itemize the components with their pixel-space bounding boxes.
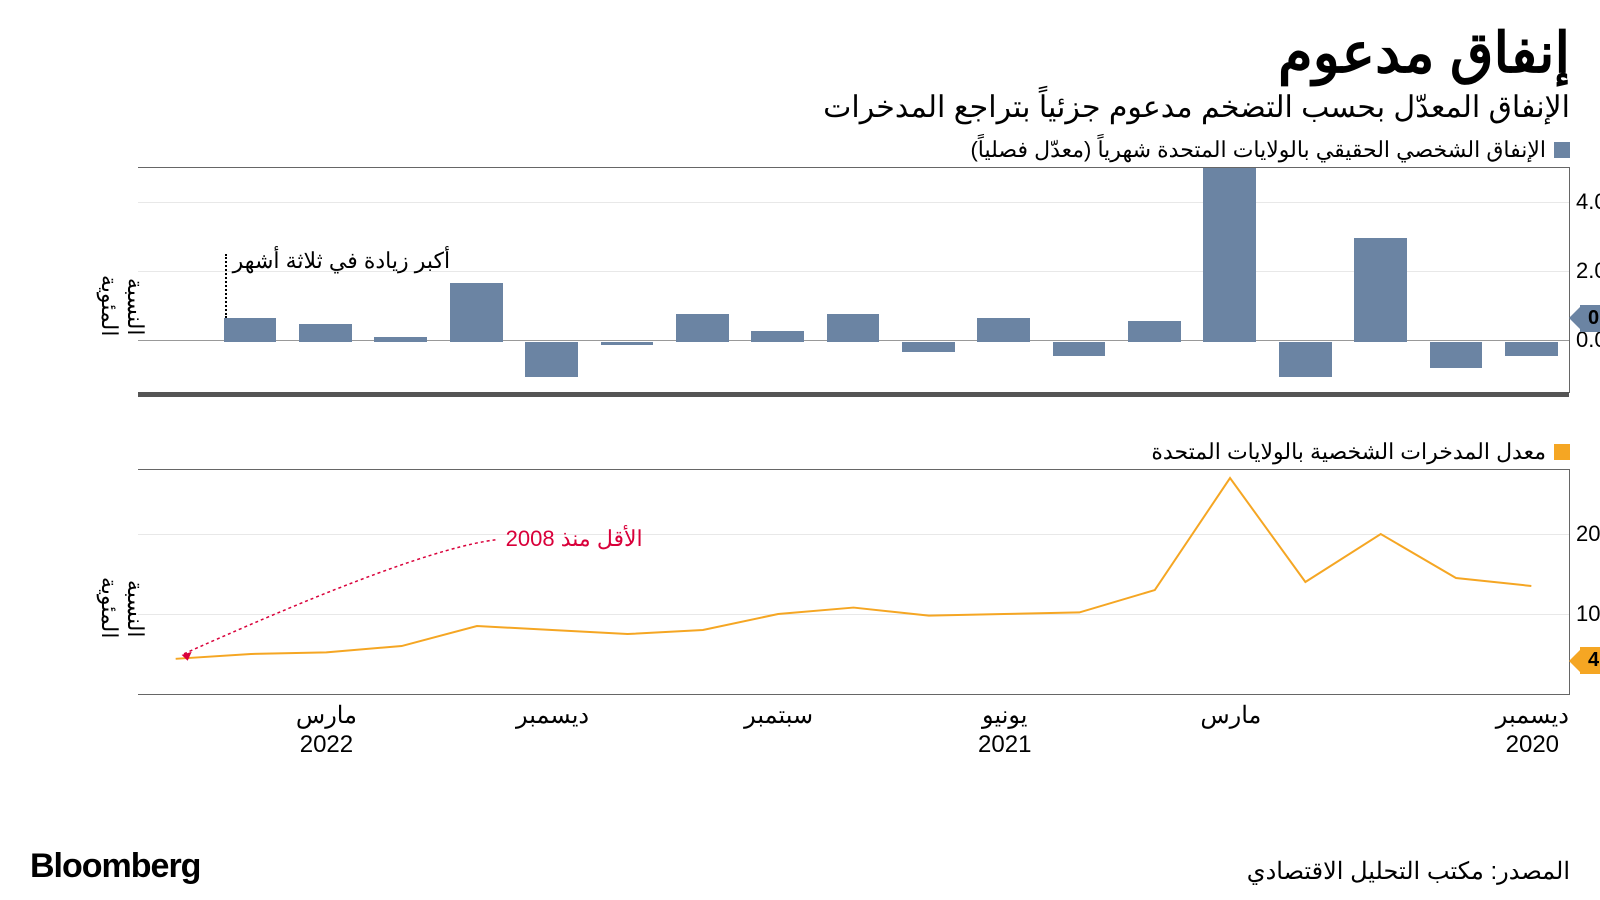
bar: [902, 342, 955, 352]
x-month-label: ديسمبر: [1496, 701, 1569, 730]
x-year-label: 2020: [1506, 731, 1559, 759]
x-month-label: مارس: [296, 701, 357, 730]
x-axis: ديسمبر مارس يونيو سبتمبر ديسمبر مارس 2020 2021…: [138, 701, 1570, 771]
bar: [827, 314, 880, 342]
bar: [977, 318, 1030, 342]
top-ytick: 2.0: [1576, 258, 1600, 284]
bar: [1354, 238, 1407, 342]
page-title: إنفاق مدعوم: [30, 20, 1570, 86]
bar: [751, 331, 804, 341]
x-month-label: ديسمبر: [516, 701, 589, 730]
top-legend: الإنفاق الشخصي الحقيقي بالولايات المتحدة…: [30, 137, 1570, 163]
bar: [374, 337, 427, 342]
bar: [1203, 168, 1256, 342]
top-legend-label: الإنفاق الشخصي الحقيقي بالولايات المتحدة…: [970, 137, 1546, 163]
bar-swatch-icon: [1554, 142, 1570, 158]
bar: [299, 324, 352, 341]
bottom-ylabel: النسبة المئوية: [96, 526, 148, 638]
bottom-annotation: الأقل منذ 2008: [506, 526, 643, 552]
top-ylabel: النسبة المئوية: [96, 224, 148, 336]
bottom-chart: النسبة المئوية 1020الأقل منذ 20084.4: [98, 469, 1570, 695]
top-chart: النسبة المئوية 0.02.04.0أكبر زيادة في ثل…: [98, 167, 1570, 393]
bottom-value-badge: 4.4: [1580, 647, 1600, 674]
bar: [601, 342, 654, 345]
top-value-badge: 0.7: [1580, 305, 1600, 332]
bar: [1505, 342, 1558, 356]
x-year-label: 2022: [300, 731, 353, 759]
x-year-label: 2021: [978, 731, 1031, 759]
bottom-legend-label: معدل المدخرات الشخصية بالولايات المتحدة: [1151, 439, 1546, 465]
x-month-label: يونيو: [982, 701, 1027, 730]
bar: [224, 318, 277, 342]
arrow-icon: [182, 540, 496, 655]
bottom-legend: معدل المدخرات الشخصية بالولايات المتحدة: [30, 439, 1570, 465]
bar: [1053, 342, 1106, 356]
bar: [1279, 342, 1332, 377]
bottom-ytick: 10: [1576, 601, 1600, 627]
bar: [450, 283, 503, 342]
x-month-label: مارس: [1200, 701, 1261, 730]
top-ytick: 4.0: [1576, 189, 1600, 215]
page-subtitle: الإنفاق المعدّل بحسب التضخم مدعوم جزئياً…: [30, 90, 1570, 125]
bar: [1430, 342, 1483, 368]
top-annotation: أكبر زيادة في ثلاثة أشهر: [233, 248, 450, 274]
line-swatch-icon: [1554, 444, 1570, 460]
source-text: المصدر: مكتب التحليل الاقتصادي: [1247, 857, 1570, 886]
annotation-dotted-icon: [225, 254, 227, 318]
bar: [1128, 321, 1181, 342]
x-month-label: سبتمبر: [744, 701, 813, 730]
bottom-ytick: 20: [1576, 521, 1600, 547]
brand-logo: Bloomberg: [30, 847, 200, 886]
bar: [676, 314, 729, 342]
bar: [525, 342, 578, 377]
savings-line: [176, 478, 1532, 659]
